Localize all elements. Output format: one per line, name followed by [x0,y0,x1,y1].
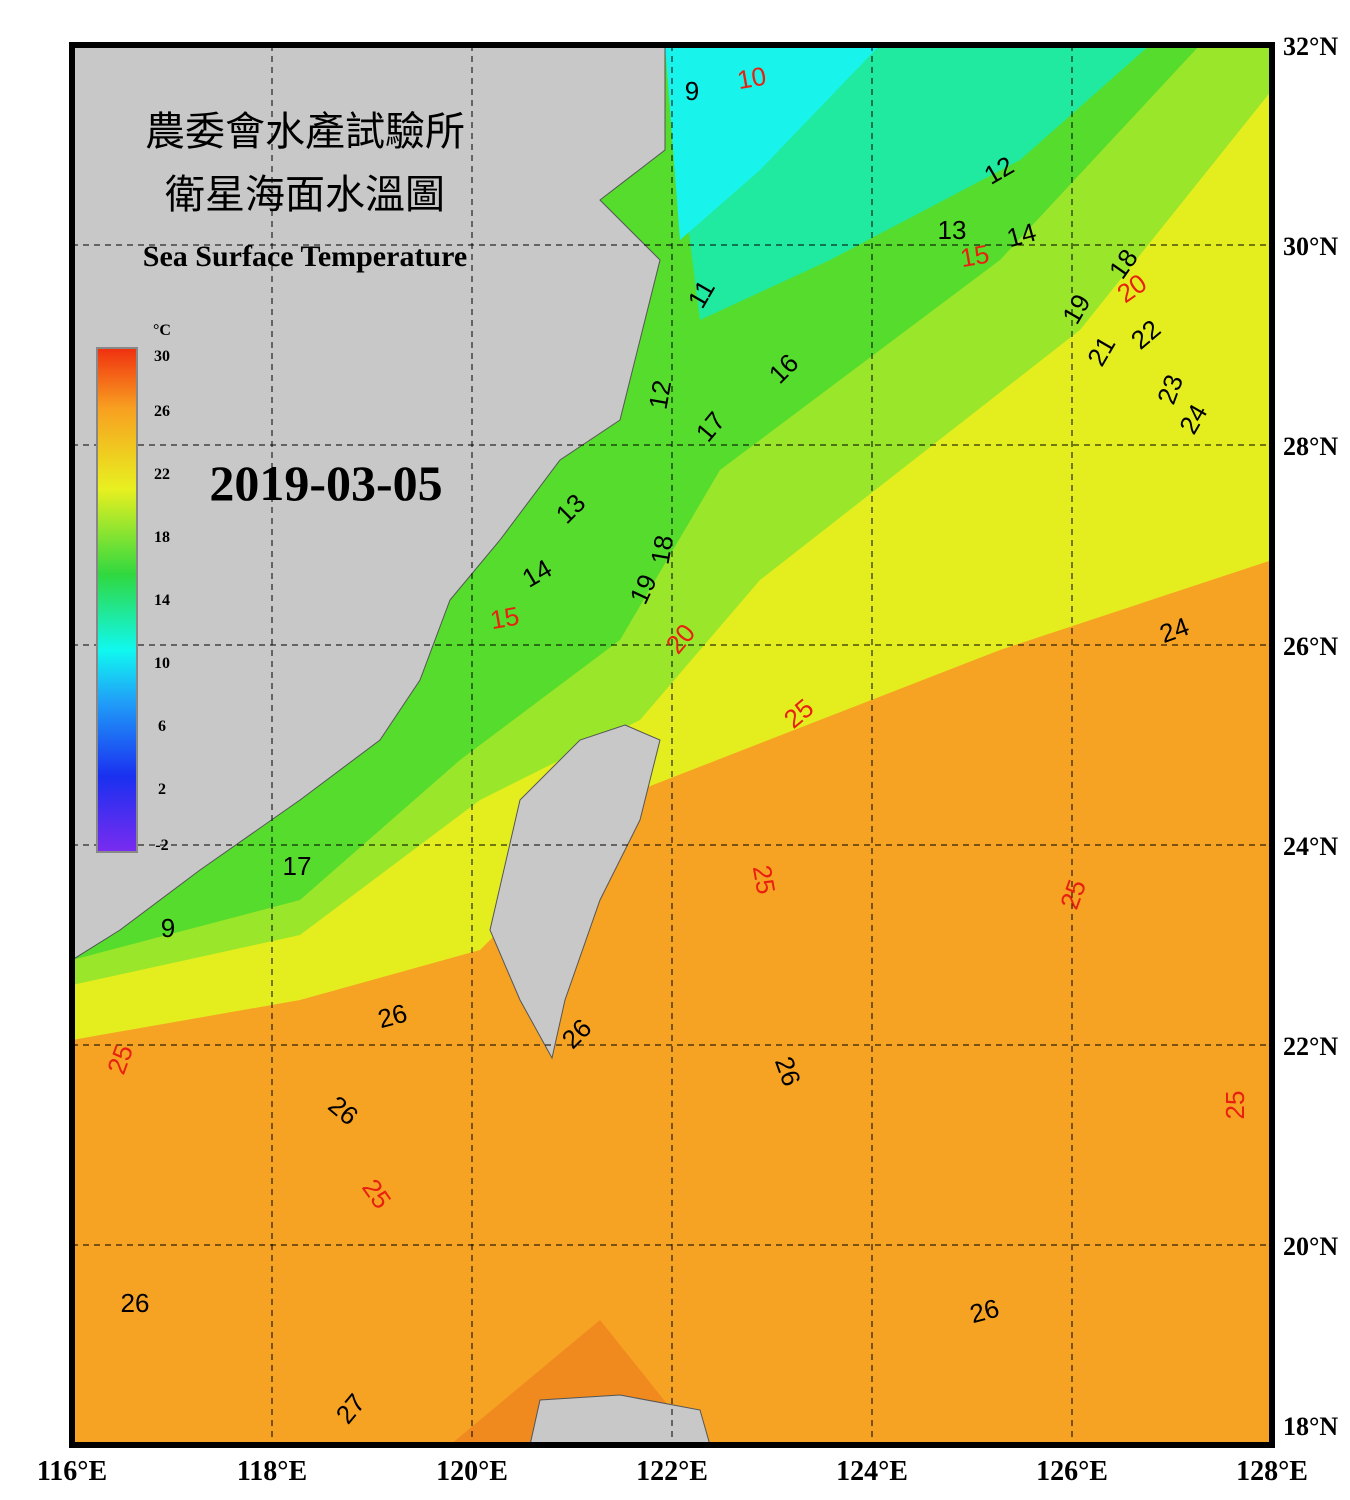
contour-label: 9 [161,913,175,943]
contour-label: 12 [643,378,678,412]
y-tick-label: 32°N [1283,32,1338,61]
contour-label: 25 [747,863,782,897]
graticule [72,45,1272,1445]
contour-label: 15 [488,601,522,636]
x-tick-label: 126°E [1036,1456,1108,1487]
y-tick-label: 28°N [1283,432,1338,461]
colorbar [96,347,138,853]
colorbar-tick-label: 14 [154,592,170,609]
x-tick-label: 120°E [436,1456,508,1487]
y-tick-label: 22°N [1283,1032,1338,1061]
x-tick-label: 122°E [636,1456,708,1487]
y-tick-label: 24°N [1283,832,1338,861]
contour-label: 13 [938,215,967,245]
x-tick-label: 118°E [237,1456,307,1487]
y-tick-label: 30°N [1283,232,1338,261]
colorbar-unit: °C [153,322,171,339]
colorbar-tick-label: 26 [154,403,170,420]
y-tick-label: 20°N [1283,1232,1338,1261]
x-tick-label: 116°E [37,1456,107,1487]
colorbar-tick-label: 2 [158,781,166,798]
contour-label: 10 [735,61,769,96]
title-en: Sea Surface Temperature [143,240,467,273]
x-tick-label: 128°E [1236,1456,1308,1487]
title-zh: 衛星海面水溫圖 [165,172,445,217]
title-zh: 農委會水產試驗所 [145,109,465,154]
colorbar-tick-label: 22 [154,466,170,483]
x-tick-label: 124°E [836,1456,908,1487]
contour-label: 9 [685,76,699,106]
colorbar-tick-label: 18 [154,529,170,546]
contour-label: 25 [1220,1091,1250,1120]
colorbar-tick-label: 30 [154,348,170,365]
contour-label: 26 [121,1288,150,1318]
frame [69,42,1275,1448]
colorbar-ticks: 30 26 22 18 14 10 6 2 -2 [154,348,170,854]
contour-label: 15 [958,239,992,274]
contour-label: 17 [283,851,312,881]
y-tick-label: 18°N [1283,1412,1338,1441]
colorbar-tick-label: 6 [158,718,166,735]
colorbar-tick-label: -2 [155,837,168,854]
contour-label: 18 [645,533,680,567]
colorbar-tick-label: 10 [154,655,170,672]
y-tick-label: 26°N [1283,632,1338,661]
date: 2019-03-05 [209,455,442,511]
